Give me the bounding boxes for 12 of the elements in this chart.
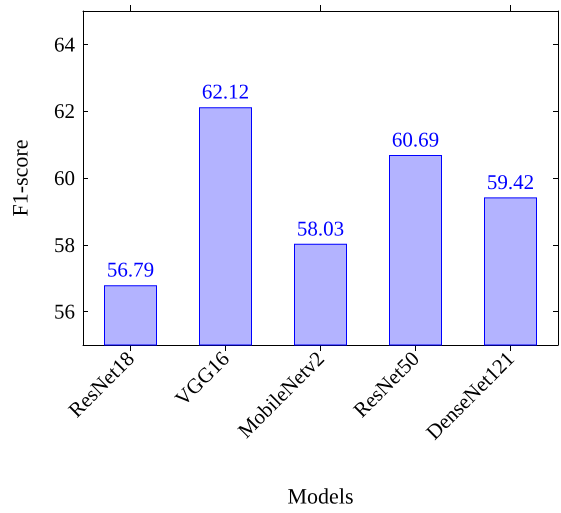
x-axis-title: Models [288,484,354,508]
data-label: 59.42 [486,170,534,194]
data-label: 58.03 [296,216,344,240]
y-tick-label: 62 [54,99,75,124]
y-tick-label: 56 [54,300,75,324]
y-tick-label: 64 [54,32,76,56]
data-label: 60.69 [392,127,440,152]
data-label: 56.79 [106,258,154,282]
y-tick-label: 58 [54,232,75,257]
y-tick-label: 60 [54,166,75,190]
y-axis-title: F1-score [8,140,32,216]
data-label: 62.12 [202,80,250,104]
